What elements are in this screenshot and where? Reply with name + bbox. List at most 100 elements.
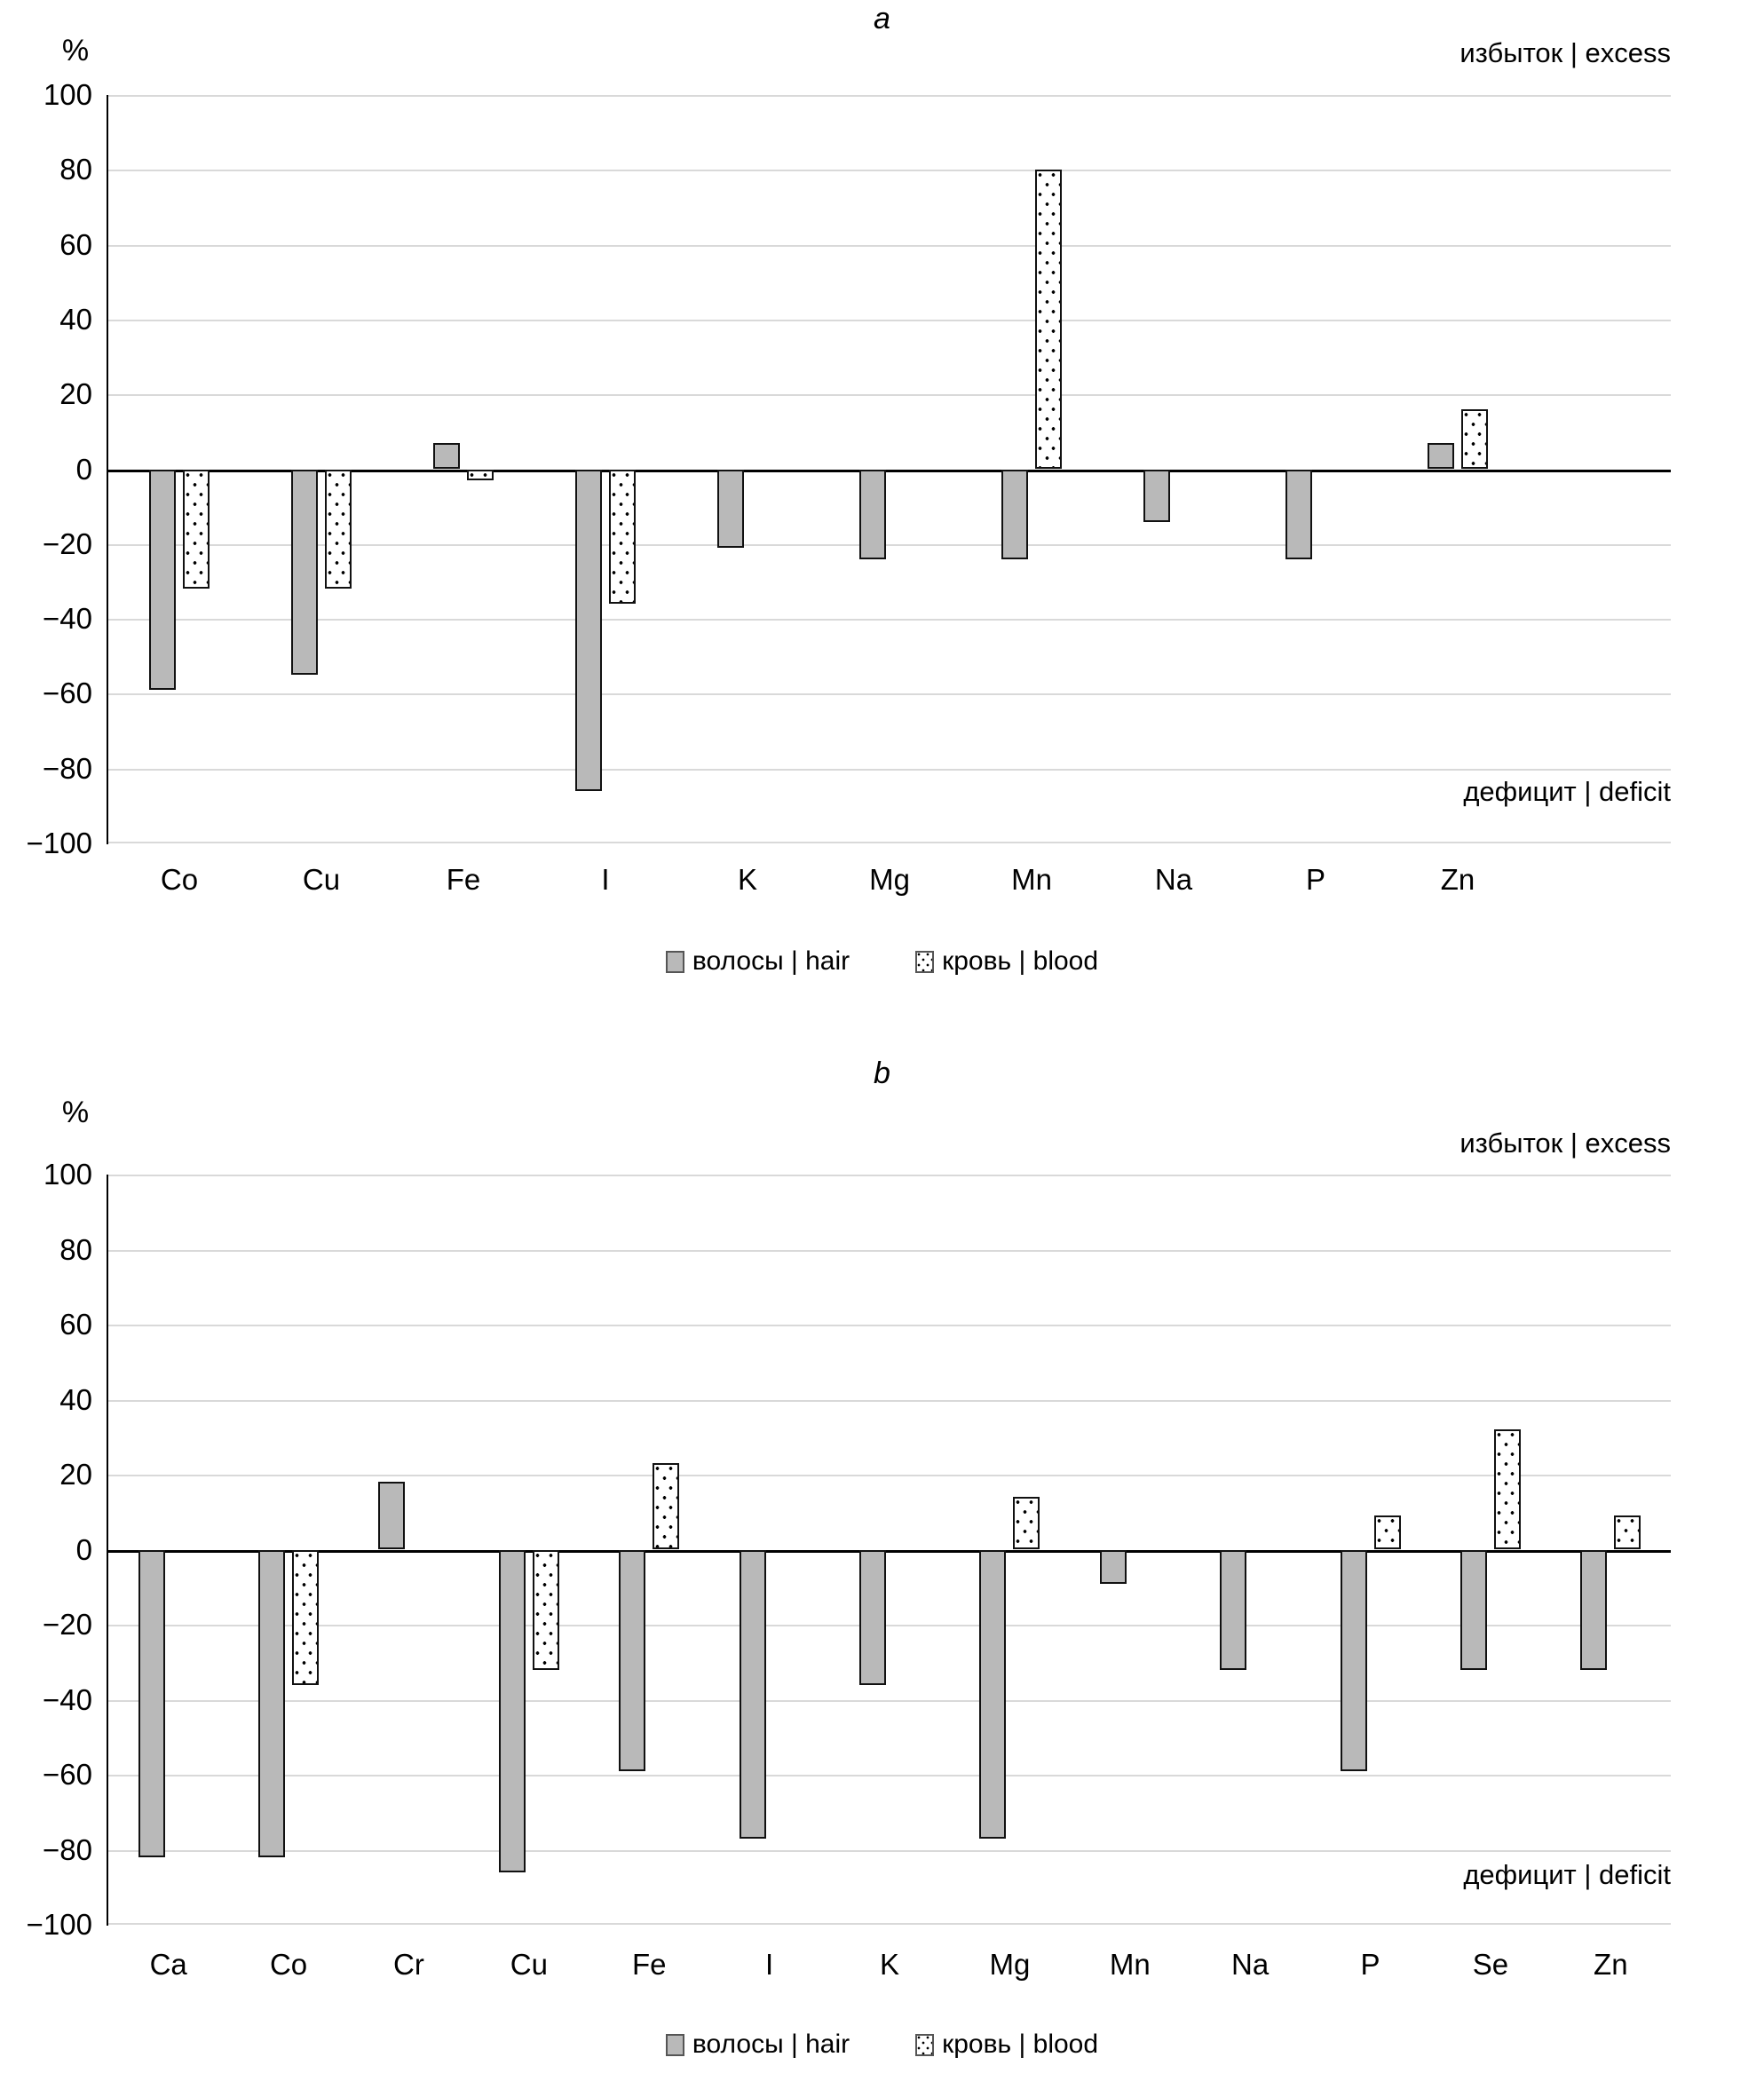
bar-hair-Ca: [138, 1549, 165, 1857]
gridline-20: [108, 394, 1671, 397]
bar-hair-Co: [258, 1549, 286, 1857]
y-tick--20: −20: [43, 1608, 92, 1641]
x-label-Co: Co: [269, 1948, 308, 1981]
bar-hair-Mn: [1001, 469, 1028, 559]
category-axis: Ca Co Cr Cu Fe I K Mg Mn Na P Se Zn: [108, 1948, 1671, 1985]
x-label-Cu: Cu: [510, 1948, 548, 1981]
y-tick--100: −100: [26, 827, 92, 859]
x-label-P: P: [1305, 863, 1325, 896]
bar-blood-Co: [292, 1549, 320, 1685]
y-tick--80: −80: [43, 1832, 92, 1866]
blood-series-swatch-icon: [915, 2033, 935, 2056]
plot-area: 100 80 60 40 20 0 −20 −40 −60 −80 −100: [27, 78, 1671, 859]
x-label-Na: Na: [1154, 863, 1193, 896]
y-tick-0: 0: [75, 1532, 92, 1566]
legend-item-hair: волосы | hair: [665, 946, 850, 977]
y-tick--60: −60: [43, 677, 92, 710]
x-label-Mn: Mn: [1109, 1948, 1151, 1981]
y-tick--60: −60: [43, 1758, 92, 1791]
y-tick-80: 80: [59, 1232, 92, 1266]
bar-blood-P: [1373, 1515, 1401, 1550]
gridline-100: [108, 95, 1671, 97]
y-tick-80: 80: [59, 153, 92, 186]
blood-series-swatch-icon: [915, 950, 935, 973]
x-label-Co: Co: [160, 863, 199, 896]
gridline-60: [108, 244, 1671, 247]
chart-panel-a: a % избыток | excess дефицит | deficit 1…: [0, 0, 1764, 1003]
legend-item-blood: кровь | blood: [915, 2030, 1098, 2060]
bar-blood-Mg: [1013, 1497, 1040, 1550]
y-tick--80: −80: [43, 751, 92, 785]
bar-hair-Na: [1220, 1549, 1247, 1670]
x-label-I: I: [765, 1948, 774, 1981]
excess-annotation: избыток | excess: [1459, 37, 1671, 68]
y-tick-60: 60: [59, 1308, 92, 1341]
y-tick-20: 20: [59, 377, 92, 411]
bar-hair-Cu: [498, 1549, 526, 1872]
gridline--60: [108, 693, 1671, 696]
bar-blood-Se: [1493, 1429, 1521, 1550]
bar-blood-Zn: [1614, 1515, 1641, 1550]
legend-label-hair: волосы | hair: [692, 946, 850, 976]
legend-label-blood: кровь | blood: [942, 2030, 1099, 2059]
bar-hair-K: [717, 469, 744, 548]
bar-hair-Na: [1143, 469, 1170, 522]
chart-b-title: b: [874, 1056, 890, 1090]
y-tick--20: −20: [43, 526, 92, 560]
y-tick-100: 100: [43, 1158, 92, 1191]
x-label-Na: Na: [1231, 1948, 1270, 1981]
x-label-Cr: Cr: [393, 1948, 424, 1981]
hair-series-swatch-icon: [665, 2033, 684, 2056]
bar-blood-Mn: [1035, 170, 1062, 470]
y-tick--100: −100: [26, 1908, 92, 1941]
x-label-Mn: Mn: [1011, 863, 1052, 896]
x-label-K: K: [879, 1948, 899, 1981]
bar-hair-P: [1340, 1549, 1367, 1771]
gridline-40: [108, 1399, 1671, 1402]
bar-hair-Fe: [433, 442, 460, 470]
y-tick-0: 0: [75, 452, 92, 486]
y-tick--40: −40: [43, 1682, 92, 1716]
bar-hair-I: [739, 1549, 766, 1839]
gridline-20: [108, 1475, 1671, 1476]
plot-area: 100 80 60 40 20 0 −20 −40 −60 −80 −100: [27, 1158, 1671, 1941]
gridline-0: [108, 1549, 1671, 1553]
x-label-Mg: Mg: [989, 1948, 1031, 1981]
gridline--40: [108, 1699, 1671, 1702]
legend: волосы | hair кровь | blood: [0, 2030, 1764, 2060]
y-tick-40: 40: [59, 1382, 92, 1416]
x-label-P: P: [1360, 1948, 1380, 1981]
bar-hair-Cu: [291, 469, 318, 676]
gridline-0: [108, 469, 1671, 472]
x-label-K: K: [737, 863, 757, 896]
y-tick--40: −40: [43, 602, 92, 636]
gridline--80: [108, 1849, 1671, 1852]
gridline--100: [108, 1923, 1671, 1925]
bar-hair-Zn: [1580, 1549, 1608, 1670]
bar-blood-Co: [183, 469, 210, 590]
bar-blood-Fe: [653, 1463, 680, 1550]
gridline--100: [108, 842, 1671, 843]
bar-blood-I: [609, 469, 636, 605]
bar-hair-K: [859, 1549, 886, 1685]
gridline--60: [108, 1775, 1671, 1776]
bar-blood-Fe: [467, 469, 494, 481]
bar-hair-Se: [1459, 1549, 1487, 1670]
deficit-annotation: дефицит | deficit: [1463, 1859, 1671, 1890]
category-axis: Co Cu Fe I K Mg Mn Na P Zn: [108, 863, 1671, 900]
x-label-Zn: Zn: [1594, 1948, 1628, 1981]
chart-a-title: a: [874, 2, 890, 36]
gridline-100: [108, 1175, 1671, 1176]
gridline--20: [108, 543, 1671, 546]
bar-hair-Mg: [979, 1549, 1007, 1839]
y-tick-60: 60: [59, 227, 92, 261]
gridline-40: [108, 319, 1671, 321]
legend-label-hair: волосы | hair: [692, 2030, 850, 2059]
x-label-Fe: Fe: [631, 1948, 667, 1981]
legend-item-hair: волосы | hair: [665, 2030, 850, 2060]
y-axis-unit-label: %: [61, 1096, 90, 1129]
gridline--80: [108, 768, 1671, 771]
excess-annotation: избыток | excess: [1459, 1128, 1671, 1159]
x-label-Se: Se: [1472, 1948, 1509, 1981]
